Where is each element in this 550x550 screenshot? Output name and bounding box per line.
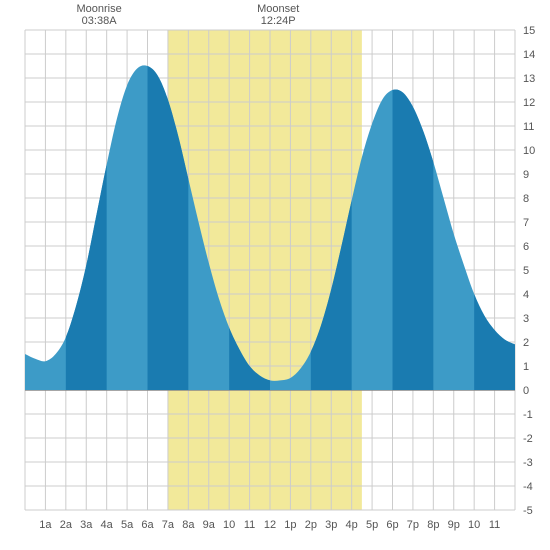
y-tick-label: 8 [523, 193, 529, 205]
moonrise-label: Moonrise [76, 3, 121, 15]
x-tick-label: 6p [386, 519, 398, 531]
x-tick-label: 10 [223, 519, 235, 531]
y-tick-label: 5 [523, 265, 529, 277]
x-tick-label: 2a [60, 519, 73, 531]
chart-svg: 1a2a3a4a5a6a7a8a9a1011121p2p3p4p5p6p7p8p… [0, 0, 550, 550]
y-tick-label: -2 [523, 433, 533, 445]
x-tick-label: 4a [101, 519, 114, 531]
y-tick-label: 3 [523, 313, 529, 325]
y-tick-label: 2 [523, 337, 529, 349]
moonrise-time: 03:38A [82, 15, 118, 27]
x-tick-label: 1p [284, 519, 296, 531]
y-tick-label: 15 [523, 25, 535, 37]
x-tick-label: 4p [346, 519, 358, 531]
x-tick-label: 11 [244, 519, 255, 531]
x-tick-label: 1a [39, 519, 52, 531]
y-tick-label: -4 [523, 481, 533, 493]
y-tick-label: 10 [523, 145, 535, 157]
y-axis: -5-4-3-2-10123456789101112131415 [523, 25, 535, 517]
y-tick-label: 13 [523, 73, 535, 85]
x-tick-label: 11 [489, 519, 500, 531]
x-tick-label: 5p [366, 519, 378, 531]
y-tick-label: 0 [523, 385, 529, 397]
y-tick-label: 12 [523, 97, 535, 109]
x-tick-label: 8p [427, 519, 439, 531]
tide-chart: 1a2a3a4a5a6a7a8a9a1011121p2p3p4p5p6p7p8p… [0, 0, 550, 550]
x-axis: 1a 2a 3a 4a 5a 6a 7a 8a 9a 10 11 12 1p 2p 3p 4p 5p 6p 7p 8p… [39, 519, 500, 531]
x-tick-label: 9p [448, 519, 460, 531]
y-tick-label: 14 [523, 49, 535, 61]
chart-headers: Moonrise03:38A Moonset12:24P [76, 3, 299, 27]
y-tick-label: 11 [523, 121, 534, 133]
y-tick-label: 6 [523, 241, 529, 253]
x-tick-label: 2p [305, 519, 317, 531]
x-tick-label: 5a [121, 519, 134, 531]
moonset-time: 12:24P [261, 15, 296, 27]
y-tick-label: 7 [523, 217, 529, 229]
y-tick-label: -3 [523, 457, 533, 469]
x-tick-label: 7p [407, 519, 419, 531]
x-tick-label: 7a [162, 519, 175, 531]
x-tick-label: 6a [141, 519, 154, 531]
x-tick-label: 8a [182, 519, 195, 531]
y-tick-label: -1 [523, 409, 533, 421]
x-tick-label: 3a [80, 519, 93, 531]
moonset-label: Moonset [257, 3, 299, 15]
x-tick-label: 3p [325, 519, 337, 531]
x-tick-label: 10 [468, 519, 480, 531]
y-tick-label: 4 [523, 289, 529, 301]
x-tick-label: 12 [264, 519, 276, 531]
y-tick-label: 1 [523, 361, 529, 373]
x-tick-label: 9a [203, 519, 216, 531]
y-tick-label: 9 [523, 169, 529, 181]
y-tick-label: -5 [523, 505, 533, 517]
